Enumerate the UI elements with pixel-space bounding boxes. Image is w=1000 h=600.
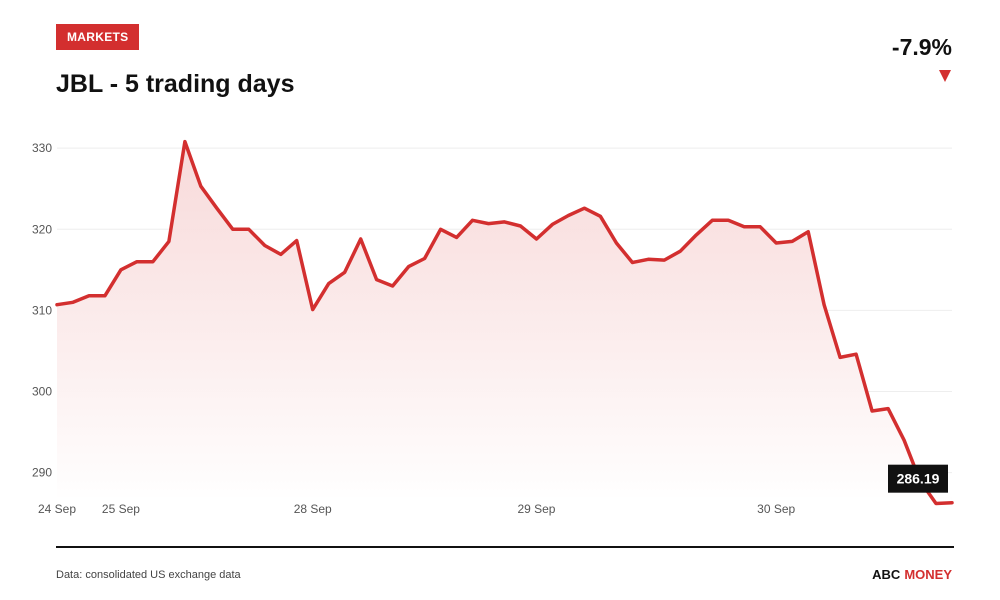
x-tick-label: 29 Sep xyxy=(517,502,555,516)
price-line xyxy=(55,139,954,506)
brand-name-money: MONEY xyxy=(904,567,952,582)
last-price-tag: 286.19 xyxy=(888,464,948,493)
x-axis: 24 Sep 25 Sep 28 Sep 29 Sep 30 Sep xyxy=(38,502,796,516)
percent-change: -7.9% xyxy=(891,34,952,60)
x-tick-label: 28 Sep xyxy=(294,502,332,516)
y-tick-label: 330 xyxy=(32,141,52,155)
y-tick-label: 300 xyxy=(32,385,52,399)
data-source-note: Data: consolidated US exchange data xyxy=(56,569,241,581)
x-tick-label: 24 Sep xyxy=(38,502,76,516)
y-tick-label: 310 xyxy=(32,303,52,317)
markets-badge: MARKETS xyxy=(56,24,140,50)
area-fill xyxy=(57,141,952,504)
y-axis: 290 300 310 320 330 xyxy=(32,141,52,480)
x-tick-label: 30 Sep xyxy=(757,502,795,516)
down-arrow-icon xyxy=(939,70,951,82)
y-tick-label: 290 xyxy=(32,466,52,480)
y-tick-label: 320 xyxy=(32,222,52,236)
brand-name-abc: ABC xyxy=(872,567,901,582)
price-chart: 290 300 310 320 330 24 Sep 25 Sep 28 Sep 29 Sep… xyxy=(32,139,954,548)
chart-title: JBL - 5 trading days xyxy=(56,70,295,98)
brand-logo: ABC MONEY xyxy=(872,567,952,582)
last-price-label: 286.19 xyxy=(897,471,940,487)
x-tick-label: 25 Sep xyxy=(102,502,140,516)
